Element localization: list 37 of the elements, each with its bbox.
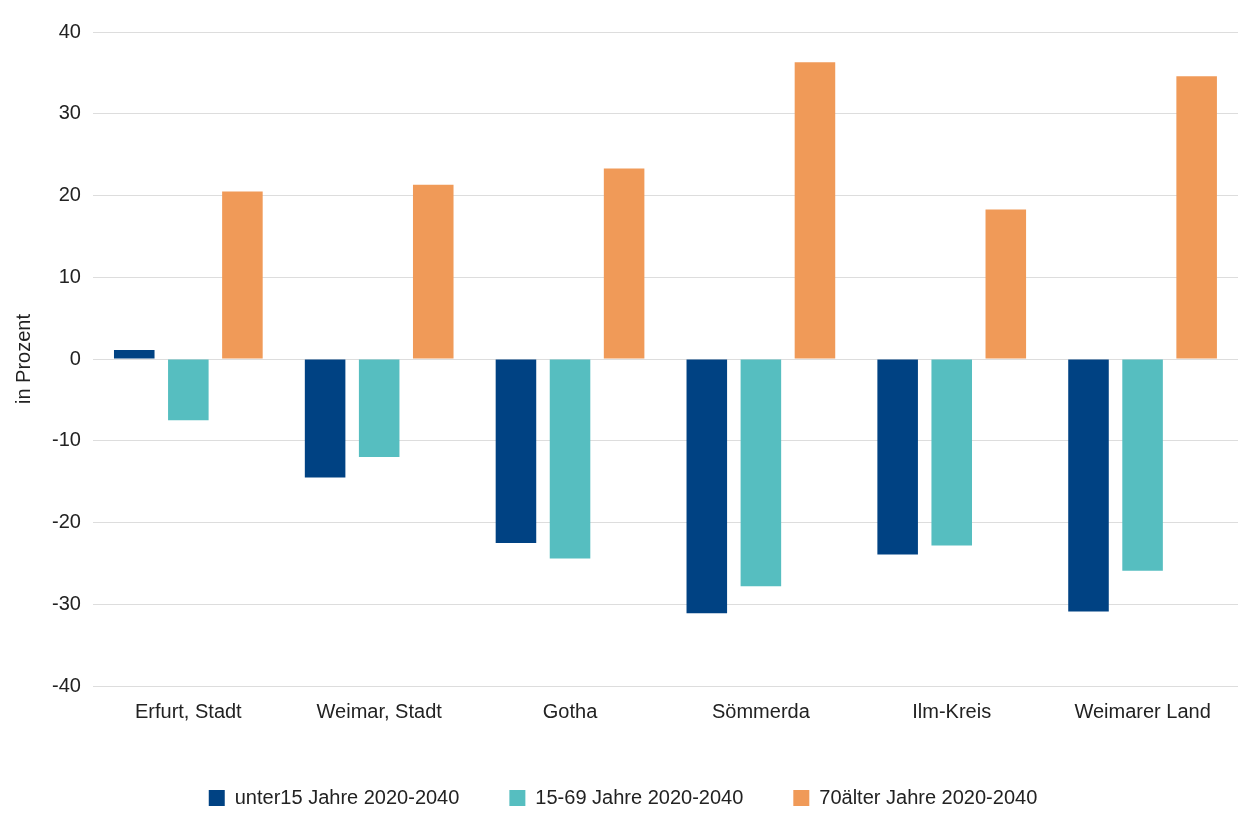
y-tick-label: -40: [52, 673, 81, 696]
bar: [603, 168, 645, 359]
y-tick-label: 0: [69, 346, 81, 369]
bar: [740, 359, 782, 587]
bar: [412, 184, 454, 359]
bar: [931, 359, 972, 546]
y-tick-label: -30: [52, 591, 81, 614]
x-tick-label: Erfurt, Stadt: [134, 699, 243, 722]
bar: [168, 359, 209, 421]
x-tick-label: Ilm-Kreis: [912, 699, 992, 722]
bar: [794, 62, 836, 359]
y-tick-label: 10: [58, 264, 81, 287]
x-tick-label: Gotha: [542, 699, 599, 722]
bar: [358, 359, 400, 458]
bar: [1068, 359, 1109, 612]
x-tick-label: Weimarer Land: [1074, 699, 1211, 722]
bar: [877, 359, 918, 555]
legend-label: unter15 Jahre 2020-2040: [234, 785, 460, 808]
y-tick-label: 30: [58, 101, 81, 124]
legend-label: 15-69 Jahre 2020-2040: [535, 785, 744, 808]
bar: [222, 191, 263, 359]
bar: [549, 359, 591, 559]
x-tick-label: Sömmerda: [711, 699, 811, 722]
x-tick-label: Weimar, Stadt: [316, 699, 443, 722]
y-tick-label: -10: [52, 428, 81, 451]
y-axis-title: in Prozent: [11, 313, 34, 405]
bar: [1122, 359, 1163, 571]
bar: [304, 359, 346, 478]
bar: [113, 350, 155, 359]
y-tick-label: 20: [58, 183, 81, 206]
bar: [686, 359, 728, 614]
bar: [495, 359, 537, 543]
y-tick-label: -20: [52, 510, 81, 533]
bar: [985, 209, 1027, 359]
legend-label: 70älter Jahre 2020-2040: [819, 785, 1038, 808]
y-tick-label: 40: [58, 19, 81, 42]
bar: [1176, 76, 1217, 359]
